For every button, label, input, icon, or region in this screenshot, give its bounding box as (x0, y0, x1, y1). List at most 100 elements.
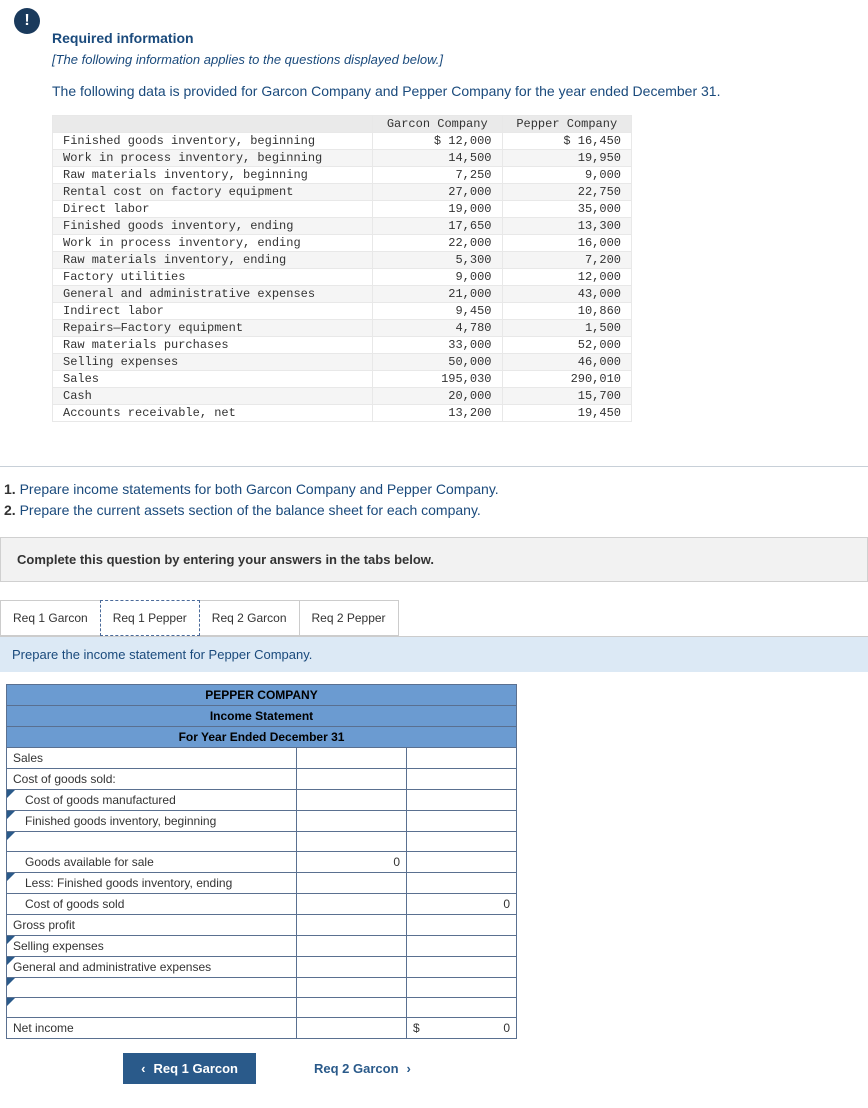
pepper-value: 7,200 (502, 252, 632, 269)
ws-value-cell-1[interactable] (297, 748, 407, 769)
ws-value-cell-2[interactable] (407, 790, 517, 811)
worksheet-row (7, 998, 517, 1018)
ws-value-cell-1[interactable] (297, 832, 407, 852)
row-label: Indirect labor (53, 303, 373, 320)
ws-value-cell-1[interactable] (297, 769, 407, 790)
ws-value-cell-1[interactable]: 0 (297, 852, 407, 873)
pepper-value: 1,500 (502, 320, 632, 337)
ws-label-text: Finished goods inventory, beginning (25, 814, 216, 828)
ws-label-cell[interactable]: Cost of goods manufactured (7, 790, 297, 811)
table-row: Work in process inventory, ending22,0001… (53, 235, 632, 252)
ws-value-cell-2[interactable] (407, 998, 517, 1018)
ws-value-cell-1[interactable] (297, 873, 407, 894)
garcon-value: 21,000 (373, 286, 503, 303)
ws-title-statement: Income Statement (7, 706, 517, 727)
dropdown-indicator-icon (7, 957, 15, 965)
garcon-value: 27,000 (373, 184, 503, 201)
main-content: Required information [The following info… (0, 0, 868, 442)
worksheet-row: Sales (7, 748, 517, 769)
dropdown-indicator-icon (7, 936, 15, 944)
nav-buttons: ‹ Req 1 Garcon Req 2 Garcon › (6, 1053, 546, 1084)
worksheet-row (7, 978, 517, 998)
prev-button[interactable]: ‹ Req 1 Garcon (123, 1053, 256, 1084)
ws-label-cell[interactable] (7, 998, 297, 1018)
table-row: Sales195,030290,010 (53, 371, 632, 388)
pepper-value: 13,300 (502, 218, 632, 235)
row-label: Selling expenses (53, 354, 373, 371)
ws-value-cell-1[interactable] (297, 978, 407, 998)
ws-value-cell-2[interactable] (407, 748, 517, 769)
worksheet-row: Selling expenses (7, 936, 517, 957)
tab-req2-pepper[interactable]: Req 2 Pepper (299, 600, 399, 636)
row-label: Finished goods inventory, ending (53, 218, 373, 235)
separator (0, 466, 868, 467)
ws-value-text: 0 (503, 1021, 510, 1035)
tab-req1-garcon[interactable]: Req 1 Garcon (0, 600, 101, 636)
ws-label-cell[interactable]: Less: Finished goods inventory, ending (7, 873, 297, 894)
row-label: Sales (53, 371, 373, 388)
pepper-value: 290,010 (502, 371, 632, 388)
table-row: Raw materials purchases33,00052,000 (53, 337, 632, 354)
row-label: Rental cost on factory equipment (53, 184, 373, 201)
ws-value-cell-1[interactable] (297, 790, 407, 811)
ws-value-cell-2[interactable] (407, 957, 517, 978)
row-label: Raw materials inventory, beginning (53, 167, 373, 184)
table-row: Cash20,00015,700 (53, 388, 632, 405)
tab-req1-pepper[interactable]: Req 1 Pepper (100, 600, 200, 636)
next-button-label: Req 2 Garcon (314, 1061, 399, 1076)
income-statement-worksheet: PEPPER COMPANY Income Statement For Year… (6, 684, 517, 1039)
row-label: Work in process inventory, beginning (53, 150, 373, 167)
intro-text: The following data is provided for Garco… (52, 83, 868, 99)
ws-label-cell[interactable]: Finished goods inventory, beginning (7, 811, 297, 832)
ws-value-cell-1[interactable] (297, 957, 407, 978)
garcon-value: 9,000 (373, 269, 503, 286)
dropdown-indicator-icon (7, 811, 15, 819)
pepper-value: 12,000 (502, 269, 632, 286)
table-row: Indirect labor9,45010,860 (53, 303, 632, 320)
required-info-title: Required information (52, 30, 868, 46)
garcon-value: 14,500 (373, 150, 503, 167)
ws-value-cell-2[interactable] (407, 978, 517, 998)
ws-value-cell-2[interactable] (407, 852, 517, 873)
ws-value-cell-2[interactable] (407, 769, 517, 790)
ws-label-text: Gross profit (13, 918, 75, 932)
ws-value-cell-2[interactable]: $0 (407, 1018, 517, 1039)
ws-label-cell: Gross profit (7, 915, 297, 936)
ws-value-cell-2[interactable]: 0 (407, 894, 517, 915)
ws-label-cell[interactable]: General and administrative expenses (7, 957, 297, 978)
ws-value-cell-2[interactable] (407, 915, 517, 936)
row-label: Repairs—Factory equipment (53, 320, 373, 337)
ws-value-cell-1[interactable] (297, 936, 407, 957)
table-row: Repairs—Factory equipment4,7801,500 (53, 320, 632, 337)
ws-label-cell[interactable] (7, 978, 297, 998)
ws-label-cell[interactable] (7, 832, 297, 852)
info-badge-icon: ! (14, 8, 40, 34)
dropdown-indicator-icon (7, 790, 15, 798)
ws-value-cell-2[interactable] (407, 832, 517, 852)
ws-value-cell-1[interactable] (297, 811, 407, 832)
ws-value-cell-2[interactable] (407, 936, 517, 957)
ws-value-cell-2[interactable] (407, 873, 517, 894)
ws-label-cell: Goods available for sale (7, 852, 297, 873)
garcon-value: 195,030 (373, 371, 503, 388)
next-button[interactable]: Req 2 Garcon › (296, 1053, 429, 1084)
garcon-value: 20,000 (373, 388, 503, 405)
pepper-value: 15,700 (502, 388, 632, 405)
row-label: Work in process inventory, ending (53, 235, 373, 252)
table-row: Factory utilities9,00012,000 (53, 269, 632, 286)
prev-button-label: Req 1 Garcon (153, 1061, 238, 1076)
ws-value-cell-2[interactable] (407, 811, 517, 832)
worksheet-row: Finished goods inventory, beginning (7, 811, 517, 832)
ws-value-cell-1[interactable] (297, 894, 407, 915)
garcon-value: $ 12,000 (373, 133, 503, 150)
ws-value-cell-1[interactable] (297, 1018, 407, 1039)
ws-value-cell-1[interactable] (297, 915, 407, 936)
ws-value-cell-1[interactable] (297, 998, 407, 1018)
ws-label-cell[interactable]: Selling expenses (7, 936, 297, 957)
tab-req2-garcon[interactable]: Req 2 Garcon (199, 600, 300, 636)
garcon-value: 13,200 (373, 405, 503, 422)
row-label: Direct labor (53, 201, 373, 218)
pepper-value: 52,000 (502, 337, 632, 354)
garcon-value: 17,650 (373, 218, 503, 235)
ws-label-cell: Cost of goods sold (7, 894, 297, 915)
